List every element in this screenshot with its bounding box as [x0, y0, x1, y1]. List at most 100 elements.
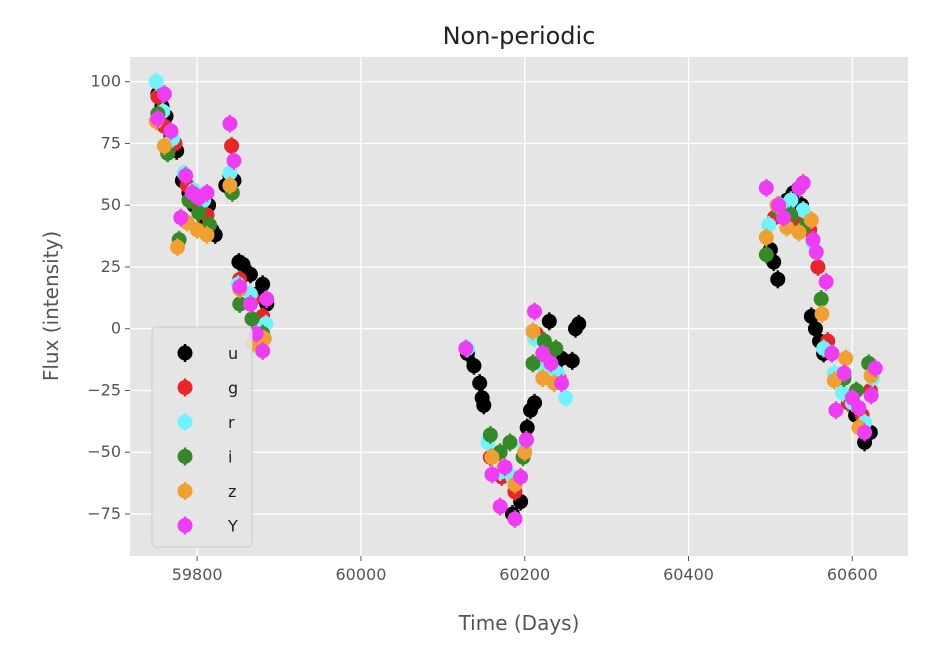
x-tick-label: 60400: [663, 565, 714, 584]
legend-item-g: g: [177, 378, 238, 398]
legend-label: z: [228, 482, 236, 501]
data-point-z: [758, 229, 774, 245]
data-point-r: [558, 390, 574, 406]
data-point-Y: [818, 274, 834, 290]
data-point-u: [472, 375, 488, 391]
data-point-z: [199, 227, 215, 243]
data-points: [148, 72, 883, 528]
y-tick-labels: 100 75 50 25 0 −25 −50 −75: [87, 72, 130, 523]
data-point-Y: [535, 345, 551, 361]
data-point-i: [502, 434, 518, 450]
data-point-Y: [507, 511, 523, 527]
data-point-u: [255, 276, 271, 292]
legend-marker: [177, 449, 193, 464]
y-tick-label: −25: [87, 380, 121, 399]
legend-marker: [177, 380, 193, 395]
legend-label: r: [228, 413, 235, 432]
data-point-z: [525, 323, 541, 339]
y-tick-label: 75: [101, 133, 121, 152]
data-point-Y: [492, 499, 508, 515]
data-point-Y: [554, 375, 570, 391]
data-point-Y: [808, 244, 824, 260]
data-point-g: [224, 138, 240, 154]
data-point-Y: [857, 424, 873, 440]
data-point-u: [476, 397, 492, 413]
legend-label: u: [228, 344, 238, 363]
data-point-Y: [232, 279, 248, 295]
data-point-r: [795, 202, 811, 218]
legend-marker: [177, 518, 193, 533]
x-axis-title: Time (Days): [458, 611, 580, 635]
legend-item-i: i: [177, 447, 232, 467]
data-point-i: [758, 247, 774, 263]
data-point-z: [156, 138, 172, 154]
data-point-Y: [758, 180, 774, 196]
data-point-i: [525, 355, 541, 371]
data-point-Y: [776, 210, 792, 226]
data-point-u: [541, 313, 557, 329]
data-point-i: [813, 291, 829, 307]
data-point-Y: [863, 387, 879, 403]
x-tick-label: 59800: [172, 565, 223, 584]
data-point-z: [169, 239, 185, 255]
data-point-Y: [150, 111, 166, 127]
data-point-Y: [226, 153, 242, 169]
data-point-i: [191, 205, 207, 221]
data-point-i: [548, 340, 564, 356]
data-point-z: [814, 306, 830, 322]
legend-item-z: z: [177, 482, 236, 501]
data-point-u: [527, 395, 543, 411]
x-tick-label: 60000: [335, 565, 386, 584]
legend-item-Y: Y: [177, 516, 238, 536]
data-point-r: [148, 74, 164, 90]
data-point-Y: [156, 86, 172, 102]
data-point-Y: [178, 168, 194, 184]
data-point-z: [517, 444, 533, 460]
grid-lines: [130, 57, 908, 556]
data-point-Y: [199, 185, 215, 201]
data-point-i: [232, 296, 248, 312]
data-point-Y: [255, 343, 271, 359]
data-point-i: [244, 311, 260, 327]
y-tick-label: −50: [87, 442, 121, 461]
legend-label: i: [228, 448, 232, 467]
data-point-Y: [259, 291, 275, 307]
data-point-Y: [242, 296, 258, 312]
series-Y: [150, 85, 883, 528]
legend-box: [151, 326, 253, 548]
data-point-i: [536, 333, 552, 349]
x-tick-labels: 59800 60000 60200 60400 60600: [172, 556, 878, 584]
data-point-u: [466, 358, 482, 374]
data-point-Y: [828, 402, 844, 418]
data-point-Y: [222, 116, 238, 132]
data-point-Y: [458, 340, 474, 356]
legend-item-u: u: [177, 344, 238, 363]
legend-item-r: r: [177, 413, 235, 432]
data-point-u: [564, 353, 580, 369]
data-point-u: [519, 420, 535, 436]
data-point-Y: [795, 175, 811, 191]
data-point-Y: [173, 210, 189, 226]
y-tick-label: 0: [111, 319, 121, 338]
legend-marker: [177, 345, 193, 361]
data-point-r: [783, 192, 799, 208]
data-point-r: [761, 217, 777, 233]
data-point-Y: [543, 355, 559, 371]
y-tick-label: 50: [101, 195, 121, 214]
x-tick-label: 60600: [827, 565, 878, 584]
data-point-z: [803, 212, 819, 228]
data-point-z: [791, 224, 807, 240]
legend-marker: [177, 483, 193, 499]
legend-label: Y: [227, 517, 238, 536]
data-point-Y: [824, 345, 840, 361]
data-point-Y: [527, 303, 543, 319]
data-point-Y: [497, 459, 513, 475]
data-point-Y: [836, 365, 852, 381]
data-point-g: [810, 259, 826, 275]
y-tick-label: 100: [90, 72, 121, 91]
data-point-Y: [867, 360, 883, 376]
data-point-i: [482, 427, 498, 443]
data-point-z: [838, 350, 854, 366]
